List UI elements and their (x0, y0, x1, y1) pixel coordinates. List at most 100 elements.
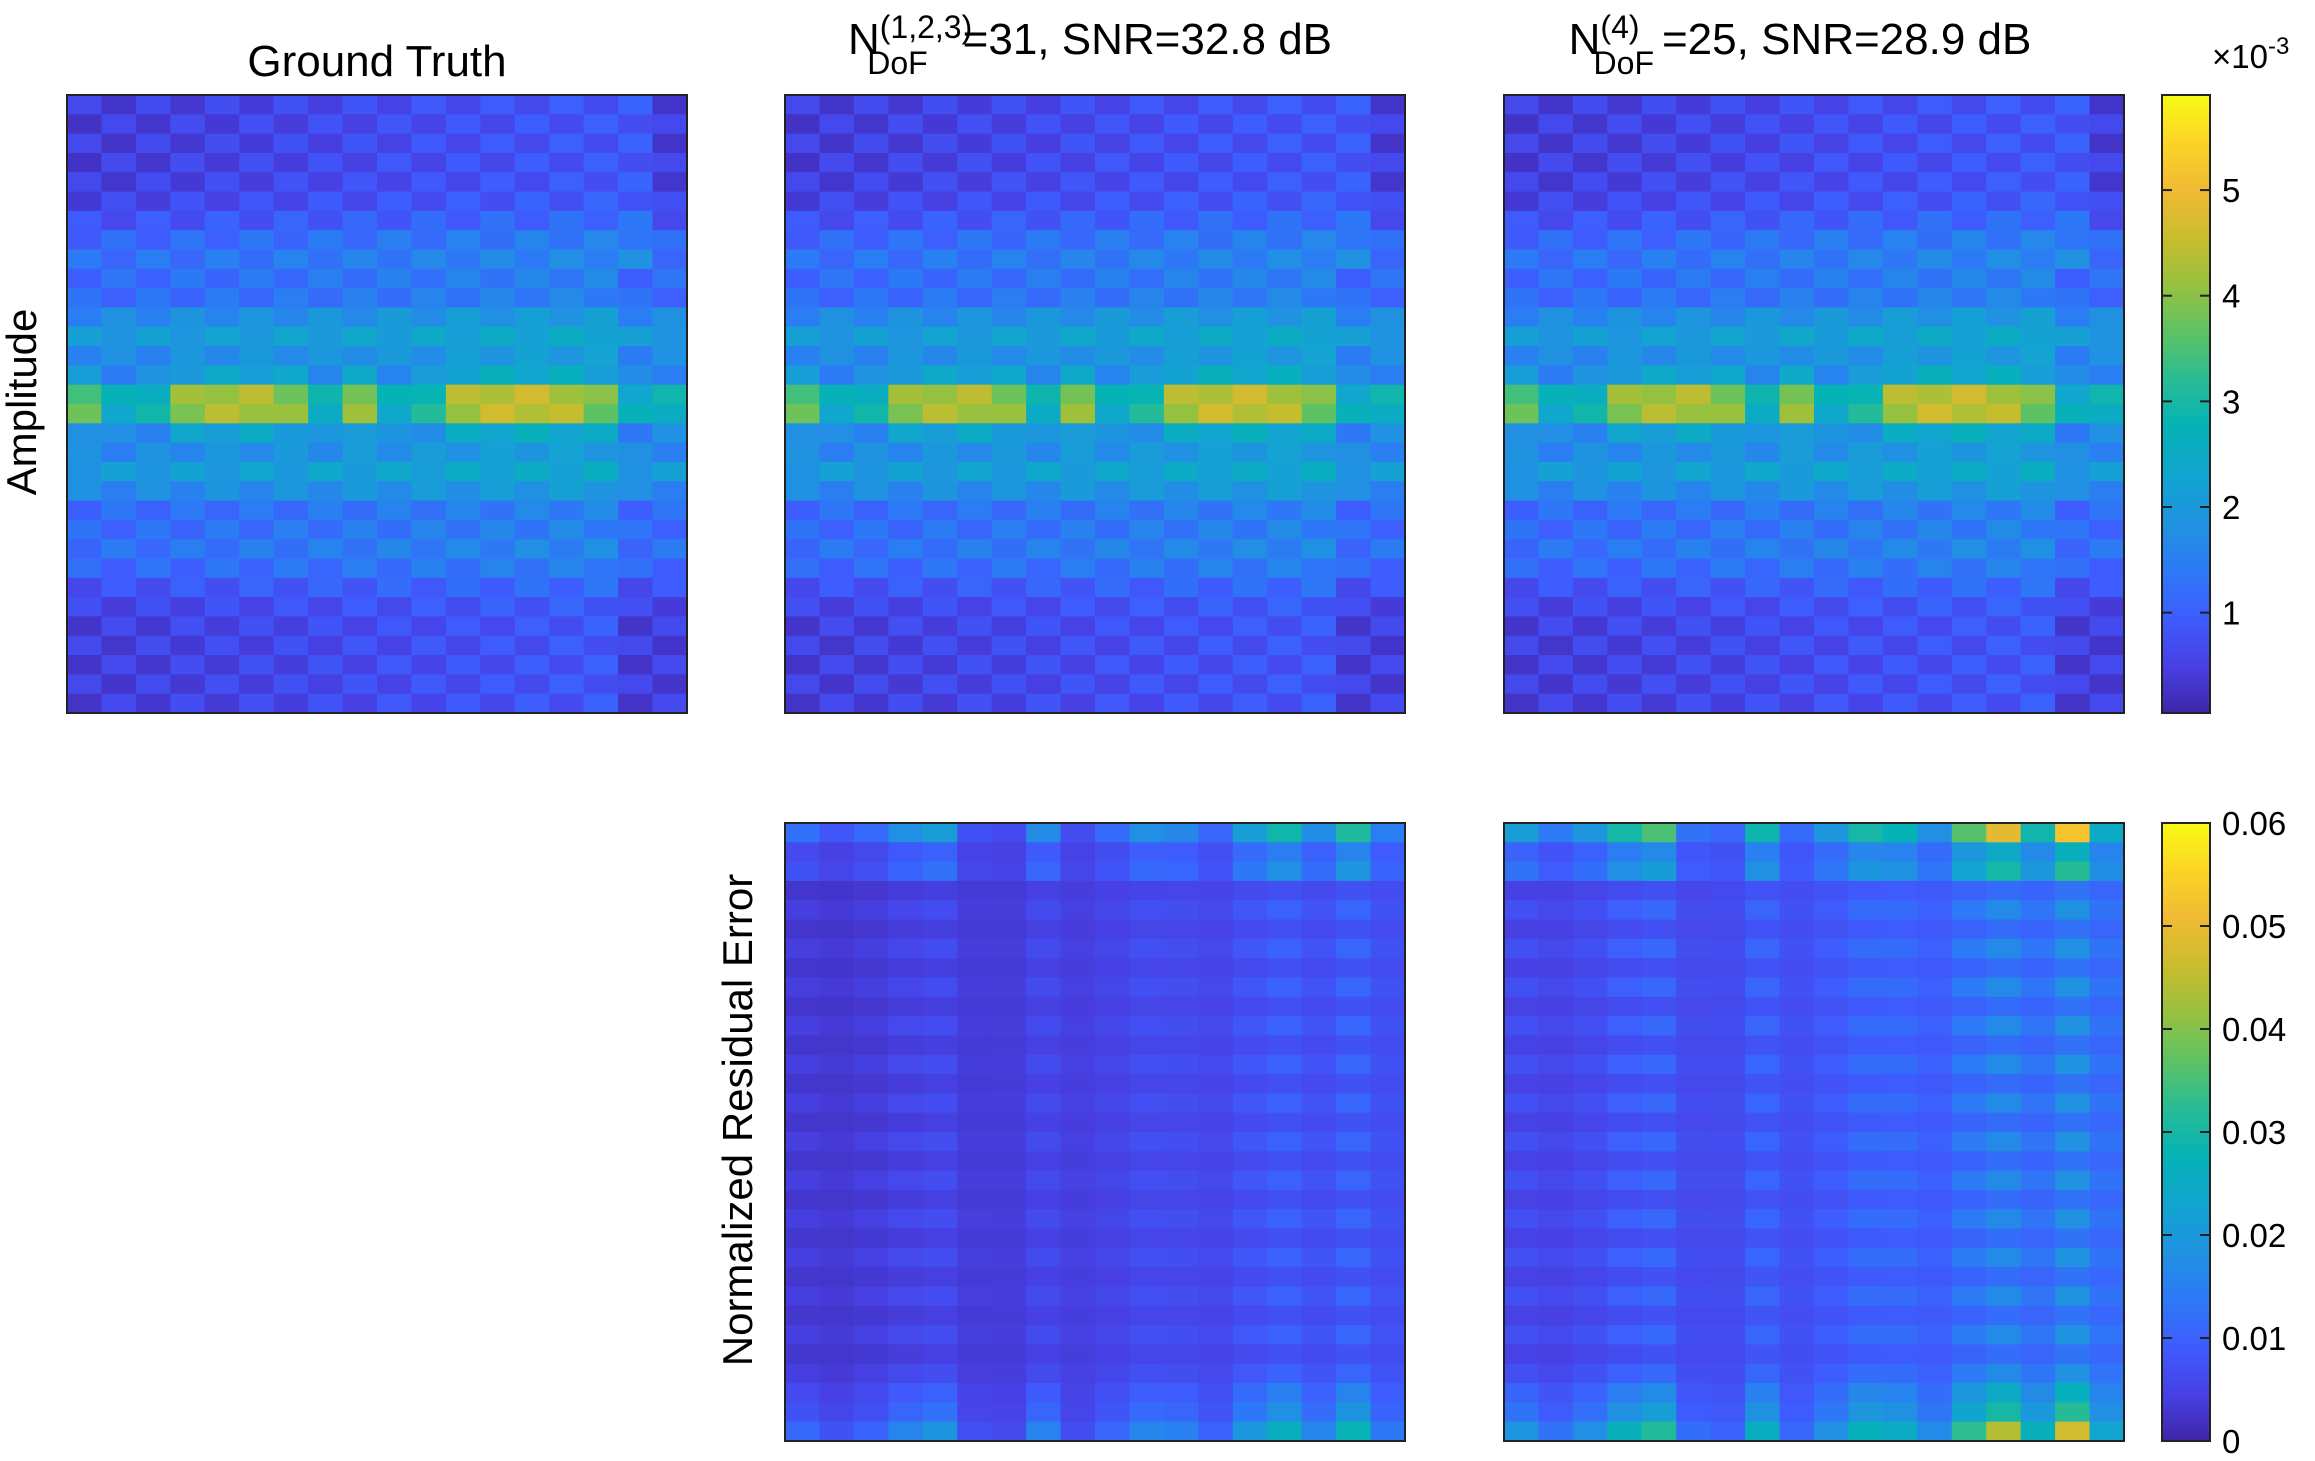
heatmap-cell (411, 597, 447, 618)
heatmap-cell (922, 1035, 958, 1056)
heatmap-cell (135, 577, 171, 598)
heatmap-cell (1607, 1151, 1643, 1172)
heatmap-cell (1336, 693, 1372, 714)
heatmap-cell (1641, 1132, 1677, 1152)
heatmap-cell (1198, 1305, 1234, 1326)
heatmap-cell (1779, 539, 1815, 560)
heatmap-cell (1710, 977, 1746, 998)
heatmap-cell (377, 210, 413, 231)
heatmap-cell (308, 461, 344, 482)
heatmap-cell (2020, 384, 2056, 405)
heatmap-cell (652, 346, 688, 366)
heatmap-cell (67, 249, 103, 270)
heatmap-cell (957, 1286, 993, 1307)
heatmap-cell (170, 288, 206, 309)
heatmap-cell (1232, 919, 1268, 940)
heatmap-cell (1814, 558, 1850, 579)
heatmap-cell (1917, 404, 1953, 424)
heatmap-cell (170, 461, 206, 482)
heatmap-cell (819, 1325, 855, 1346)
heatmap-cell (1607, 539, 1643, 560)
heatmap-cell (1232, 268, 1268, 289)
heatmap-cell (1538, 861, 1574, 882)
heatmap-cell (922, 1151, 958, 1172)
heatmap-cell (991, 1054, 1027, 1075)
heatmap-cell (1301, 1228, 1337, 1249)
heatmap-cell (2055, 442, 2091, 463)
heatmap-cell (1848, 1035, 1884, 1056)
heatmap-cell (618, 365, 654, 386)
heatmap-cell (1026, 1247, 1062, 1268)
heatmap-cell (652, 500, 688, 521)
heatmap-cell (1060, 1325, 1096, 1346)
heatmap-cell (1710, 1325, 1746, 1346)
heatmap-cell (1163, 919, 1199, 940)
heatmap-cell (1607, 288, 1643, 309)
heatmap-cell (2020, 880, 2056, 901)
heatmap-cell (922, 210, 958, 231)
heatmap-cell (1572, 693, 1608, 714)
title-recon-4-base: N (1569, 15, 1601, 64)
heatmap-cell (1710, 919, 1746, 940)
heatmap-cell (1882, 365, 1918, 386)
heatmap-cell (1848, 577, 1884, 598)
heatmap-cell (1129, 1189, 1165, 1210)
heatmap-cell (2089, 842, 2125, 863)
heatmap-cell (853, 1132, 889, 1152)
heatmap-cell (1504, 861, 1540, 882)
heatmap-cell (1336, 210, 1372, 231)
heatmap-cell (135, 384, 171, 405)
heatmap-cell (1267, 938, 1303, 959)
heatmap-cell (922, 365, 958, 386)
heatmap-cell (1060, 823, 1096, 843)
heatmap-cell (101, 210, 137, 231)
heatmap-cell (1301, 1305, 1337, 1326)
heatmap-cell (1336, 1228, 1372, 1249)
heatmap-cell (1504, 1074, 1540, 1094)
heatmap-cell (1198, 674, 1234, 695)
heatmap-cell (1095, 977, 1131, 998)
heatmap-cell (1267, 1074, 1303, 1094)
heatmap-cell (1779, 307, 1815, 328)
heatmap-cell (342, 152, 378, 173)
heatmap-cell (411, 288, 447, 309)
heatmap-cell (480, 268, 516, 289)
heatmap-cell (785, 1189, 821, 1210)
heatmap-cell (1504, 114, 1540, 135)
heatmap-cell (1710, 326, 1746, 347)
heatmap-cell (853, 423, 889, 444)
heatmap-cell (1882, 384, 1918, 405)
heatmap-cell (239, 326, 275, 347)
heatmap-cell (1572, 1286, 1608, 1307)
heatmap-cell (67, 346, 103, 366)
heatmap-cell (1232, 842, 1268, 863)
heatmap-cell (514, 404, 550, 424)
heatmap-cell (273, 674, 309, 695)
heatmap-cell (239, 249, 275, 270)
heatmap-cell (819, 365, 855, 386)
heatmap-cell (1095, 210, 1131, 231)
heatmap-cell (957, 1267, 993, 1288)
heatmap-cell (1745, 1267, 1781, 1288)
heatmap-cell (2020, 172, 2056, 193)
heatmap-cell (1710, 1054, 1746, 1075)
heatmap-cell (204, 288, 240, 309)
heatmap-cell (1336, 114, 1372, 135)
heatmap-cell (1538, 655, 1574, 675)
heatmap-cell (1917, 1016, 1953, 1037)
heatmap-cell (1060, 1074, 1096, 1094)
heatmap-cell (1607, 268, 1643, 289)
heatmap-cell (514, 461, 550, 482)
heatmap-cell (991, 249, 1027, 270)
heatmap-cell (1504, 1286, 1540, 1307)
heatmap-cell (957, 152, 993, 173)
heatmap-cell (785, 326, 821, 347)
heatmap-cell (1882, 880, 1918, 901)
heatmap-cell (342, 326, 378, 347)
heatmap-cell (991, 1209, 1027, 1230)
heatmap-cell (785, 288, 821, 309)
heatmap-cell (652, 249, 688, 270)
heatmap-cell (1538, 1325, 1574, 1346)
heatmap-cell (1267, 133, 1303, 154)
heatmap-cell (411, 539, 447, 560)
